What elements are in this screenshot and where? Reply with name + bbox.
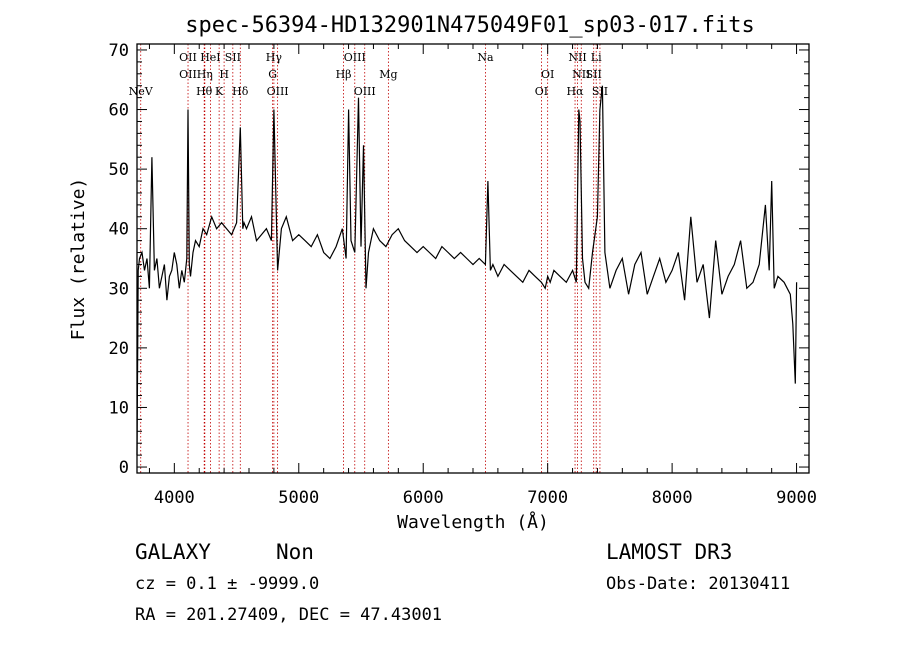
line-label: OI	[535, 85, 548, 98]
line-label: H	[219, 68, 229, 81]
line-label: G	[268, 68, 277, 81]
line-label: Hα	[567, 85, 585, 98]
y-tick-label: 40	[109, 220, 129, 240]
y-tick-label: 50	[109, 160, 129, 180]
line-label: Hγ	[266, 51, 283, 64]
y-tick-label: 70	[109, 41, 129, 61]
line-label: Na	[477, 51, 494, 64]
x-axis-label: Wavelength (Å)	[397, 511, 549, 533]
line-label: SII	[586, 68, 602, 81]
y-axis-ticks: 0 10 20 30 40 50 60 70	[109, 41, 809, 478]
y-tick-label: 60	[109, 101, 129, 121]
y-tick-label: 0	[119, 458, 129, 478]
line-label: Hη	[197, 68, 213, 81]
x-tick-label: 7000	[527, 488, 568, 508]
line-label: NII	[572, 68, 590, 81]
line-label: OI	[541, 68, 554, 81]
x-tick-label: 6000	[403, 488, 444, 508]
line-label: SII	[592, 85, 608, 98]
y-tick-label: 10	[109, 398, 129, 418]
y-tick-label: 30	[109, 279, 129, 299]
line-label: OIII	[354, 85, 376, 98]
spectral-line-labels: NeVOIIOIIHθHηHeIKHSIIHδHγGOIIIHβOIIIOIII…	[129, 51, 608, 98]
chart-title: spec-56394-HD132901N475049F01_sp03-017.f…	[185, 13, 755, 38]
plot-frame	[136, 43, 810, 474]
line-label: SII	[225, 51, 241, 64]
line-label: OIII	[344, 51, 366, 64]
line-label: OII	[179, 51, 197, 64]
redshift-info: cz = 0.1 ± -9999.0	[135, 574, 319, 594]
line-label: Mg	[379, 68, 397, 81]
line-label: OIII	[267, 85, 289, 98]
coordinates: RA = 201.27409, DEC = 47.43001	[135, 605, 442, 625]
line-label: Hδ	[232, 85, 249, 98]
survey-name: LAMOST DR3	[606, 540, 732, 564]
x-tick-label: 8000	[652, 488, 693, 508]
x-tick-label: 9000	[776, 488, 817, 508]
object-subclass: Non	[276, 540, 314, 564]
line-label: OII	[179, 68, 197, 81]
x-tick-label: 5000	[278, 488, 319, 508]
x-axis-ticks: 4000 5000 6000 7000 8000 9000	[148, 44, 817, 508]
x-tick-label: 4000	[154, 488, 195, 508]
line-label: Hβ	[336, 68, 352, 81]
line-label: Li	[591, 51, 602, 64]
line-label: HeI	[200, 51, 220, 64]
observation-date: Obs-Date: 20130411	[606, 574, 790, 594]
line-label: K	[215, 85, 224, 98]
line-label: Hθ	[196, 85, 213, 98]
line-label: NeV	[129, 85, 154, 98]
object-class: GALAXY	[135, 540, 211, 564]
y-tick-label: 20	[109, 339, 129, 359]
y-axis-label: Flux (relative)	[68, 178, 89, 341]
spectral-line-markers	[140, 44, 601, 473]
line-label: NII	[568, 51, 586, 64]
spectrum-series	[136, 85, 798, 456]
